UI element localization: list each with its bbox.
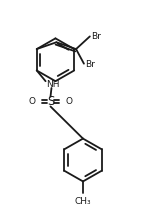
Text: Br: Br: [91, 32, 101, 41]
Text: O: O: [65, 97, 72, 106]
Text: O: O: [29, 97, 36, 106]
Text: NH: NH: [47, 80, 60, 89]
Text: Br: Br: [85, 60, 95, 69]
Text: CH₃: CH₃: [75, 197, 91, 206]
Text: S: S: [47, 95, 54, 108]
